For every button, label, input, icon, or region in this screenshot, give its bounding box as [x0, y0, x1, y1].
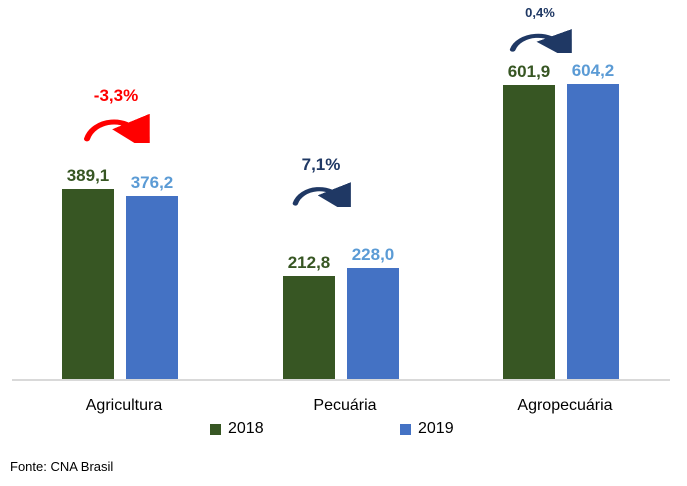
- legend-swatch-2018: [210, 423, 221, 435]
- plot-area: 389,1 376,2 -3,3% 212,8 228,0 7,1% 601,9 604,2 0…: [62, 5, 619, 380]
- bar-2018-Pecuária: [283, 276, 335, 380]
- x-axis-line: [12, 379, 670, 381]
- bar-2018-Agricultura: [62, 189, 114, 380]
- change-arrow-icon-Agricultura: [84, 113, 150, 143]
- change-percent-Agricultura: -3,3%: [93, 86, 139, 105]
- value-label-2018-Agricultura: 389,1: [66, 166, 110, 185]
- bar-2018-Agropecuária: [503, 85, 555, 380]
- bar-2019-Agropecuária: [567, 84, 619, 380]
- legend: 2018 2019: [0, 420, 687, 440]
- change-percent-Pecuária: 7,1%: [301, 155, 341, 174]
- value-label-2018-Pecuária: 212,8: [287, 253, 331, 272]
- legend-swatch-2019: [400, 423, 411, 435]
- bar-2019-Agricultura: [126, 196, 178, 380]
- value-label-2019-Agropecuária: 604,2: [571, 61, 615, 80]
- source-note: Fonte: CNA Brasil: [10, 459, 114, 474]
- legend-item-2019: 2019: [400, 420, 454, 438]
- category-label-Agricultura: Agricultura: [85, 397, 163, 414]
- legend-label-2019: 2019: [418, 420, 454, 437]
- category-label-Pecuária: Pecuária: [313, 397, 377, 414]
- category-label-Agropecuária: Agropecuária: [517, 397, 613, 414]
- value-label-2018-Agropecuária: 601,9: [507, 62, 551, 81]
- change-arrow-icon-Agropecuária: [509, 29, 572, 53]
- change-percent-Agropecuária: 0,4%: [525, 5, 555, 20]
- value-label-2019-Pecuária: 228,0: [351, 245, 395, 264]
- legend-label-2018: 2018: [228, 420, 264, 437]
- bar-2019-Pecuária: [347, 268, 399, 380]
- value-label-2019-Agricultura: 376,2: [130, 173, 174, 192]
- change-arrow-icon-Pecuária: [292, 182, 351, 207]
- legend-item-2018: 2018: [210, 420, 264, 438]
